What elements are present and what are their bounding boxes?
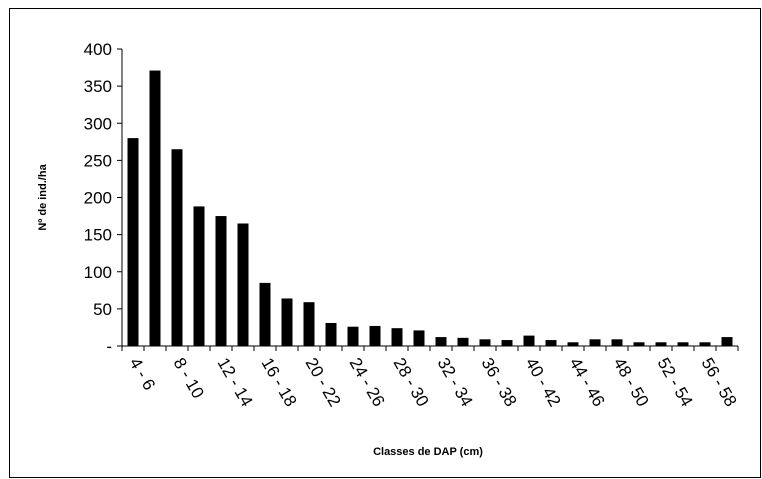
- bar: [259, 282, 271, 346]
- bar: [501, 340, 513, 346]
- y-tick-label: 400: [84, 40, 112, 59]
- x-tick-label: 40 - 42: [522, 355, 565, 410]
- bar: [303, 302, 315, 346]
- y-tick-label: 200: [84, 189, 112, 208]
- bar: [611, 339, 623, 346]
- bar: [721, 337, 733, 346]
- x-tick-label: 36 - 38: [478, 355, 521, 410]
- bar: [589, 339, 601, 346]
- bar: [699, 342, 711, 346]
- x-tick-label: 16 - 18: [258, 355, 301, 410]
- x-tick-label: 56 - 58: [698, 355, 741, 410]
- bar: [633, 342, 645, 346]
- x-axis-ticks: 4 - 6 8 - 10 12 - 14 16 - 18 20 - 22 24 - 26 2…: [121, 346, 741, 410]
- bar: [677, 342, 689, 346]
- x-tick-label: 24 - 26: [346, 355, 389, 410]
- y-tick-label: -: [106, 337, 112, 356]
- bar: [171, 149, 183, 346]
- bar: [457, 337, 469, 346]
- bar: [149, 70, 161, 346]
- bar: [545, 340, 557, 346]
- y-axis-title: Nº de ind./ha: [37, 163, 49, 230]
- bar: [435, 337, 447, 346]
- x-tick-label: 8 - 10: [170, 355, 208, 402]
- y-tick-label: 150: [84, 226, 112, 245]
- bar: [193, 206, 205, 346]
- y-axis-ticks: - 50 100 150 200 250 300 350 400: [84, 40, 122, 356]
- bar: [479, 339, 491, 346]
- bar: [281, 298, 293, 346]
- y-tick-label: 50: [93, 300, 112, 319]
- bar: [127, 138, 139, 346]
- x-tick-label: 44 - 46: [566, 355, 609, 410]
- bar: [655, 342, 667, 346]
- x-tick-label: 12 - 14: [214, 355, 257, 410]
- bar: [567, 342, 579, 346]
- bar: [325, 322, 337, 346]
- bar: [369, 325, 381, 346]
- y-tick-label: 250: [84, 151, 112, 170]
- bar: [523, 335, 535, 346]
- y-tick-label: 100: [84, 263, 112, 282]
- bar: [215, 216, 227, 346]
- bar: [391, 328, 403, 346]
- x-tick-label: 32 - 34: [434, 355, 477, 410]
- y-tick-label: 350: [84, 77, 112, 96]
- x-tick-label: 28 - 30: [390, 355, 433, 410]
- x-tick-label: 4 - 6: [126, 355, 159, 394]
- x-tick-label: 20 - 22: [302, 355, 345, 410]
- y-tick-label: 300: [84, 114, 112, 133]
- bars-group: [127, 70, 733, 346]
- x-tick-label: 48 - 50: [610, 355, 653, 410]
- bar: [413, 330, 425, 346]
- x-tick-label: 52 - 54: [654, 355, 697, 410]
- bar: [347, 326, 359, 346]
- bar: [237, 223, 249, 346]
- x-axis-title: Classes de DAP (cm): [373, 446, 483, 458]
